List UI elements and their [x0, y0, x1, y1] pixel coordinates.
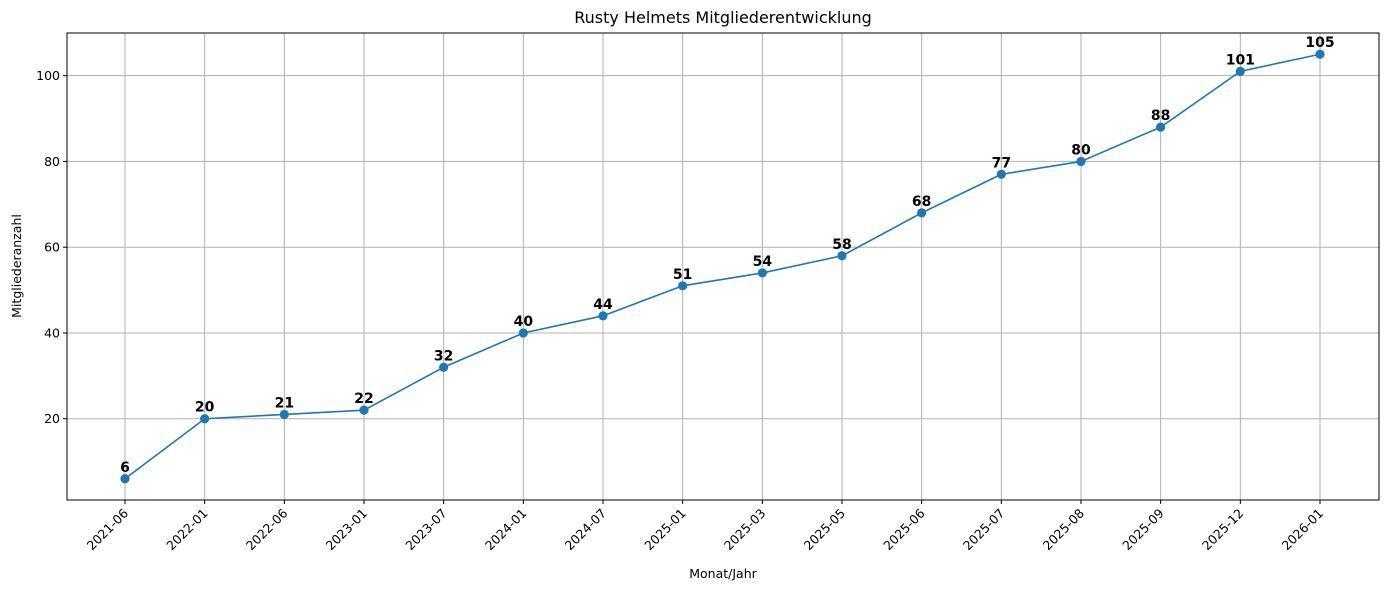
y-tick-label: 80: [44, 154, 60, 169]
data-label: 22: [354, 391, 373, 407]
data-point: [757, 268, 767, 278]
y-tick-label: 20: [44, 411, 60, 426]
data-point: [200, 414, 210, 424]
data-label: 44: [593, 297, 613, 313]
data-label: 101: [1226, 52, 1255, 68]
data-label: 6: [120, 460, 130, 476]
data-label: 32: [434, 348, 453, 364]
data-point: [279, 409, 289, 420]
data-point: [1156, 122, 1166, 132]
y-tick-label: 60: [44, 240, 60, 255]
y-tick-label: 100: [36, 68, 60, 83]
plot-frame: [66, 32, 1380, 501]
data-label: 51: [673, 267, 692, 283]
x-axis-label: Monat/Jahr: [689, 566, 757, 581]
data-label-layer: 6 20 21 22 32 40 44 51 54 58 68 77 80 88 101 105: [120, 35, 1334, 476]
data-point: [1076, 156, 1086, 167]
data-label: 77: [992, 155, 1011, 171]
grid-layer: [67, 33, 1379, 500]
data-point: [359, 405, 369, 415]
data-label: 54: [753, 254, 773, 270]
data-point: [120, 474, 130, 484]
data-point: [518, 328, 528, 338]
data-label: 20: [195, 400, 215, 416]
chart-title: Rusty Helmets Mitgliederentwicklung: [574, 8, 872, 27]
data-point: [1315, 49, 1325, 59]
data-label: 105: [1305, 35, 1334, 51]
series-line: [124, 53, 1321, 480]
data-point: [996, 169, 1006, 179]
y-axis-label: Mitgliederanzahl: [9, 214, 24, 318]
data-label: 40: [514, 314, 534, 330]
data-label: 58: [832, 237, 851, 253]
data-label: 80: [1071, 142, 1091, 158]
y-tick-label: 40: [44, 325, 60, 340]
data-label: 88: [1151, 108, 1170, 124]
data-point: [598, 311, 608, 321]
y-axis-ticks: 20 40 60 80 100: [36, 68, 67, 426]
data-point: [917, 208, 927, 218]
data-label: 68: [912, 194, 931, 210]
data-point: [678, 281, 688, 291]
data-label: 21: [275, 395, 294, 411]
data-point: [837, 251, 847, 261]
data-point: [439, 362, 449, 372]
data-point: [1235, 66, 1245, 76]
series-layer: [120, 49, 1325, 484]
